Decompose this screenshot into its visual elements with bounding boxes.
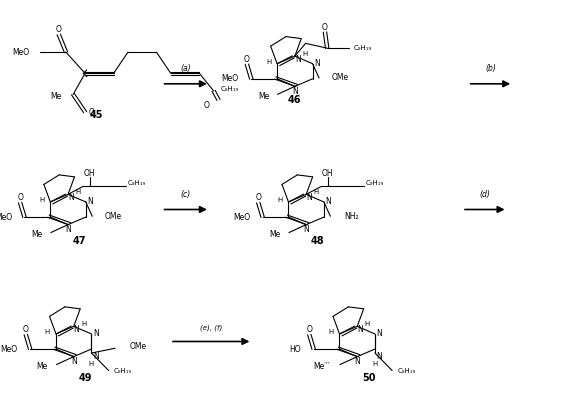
Text: 50: 50 (362, 373, 375, 383)
Text: O: O (23, 325, 29, 334)
Text: H: H (89, 360, 94, 367)
Text: Me′′′: Me′′′ (313, 362, 330, 371)
Text: N: N (376, 329, 382, 339)
Text: H: H (45, 329, 50, 335)
Text: MeO: MeO (222, 74, 239, 83)
Text: O: O (17, 193, 23, 202)
Text: N: N (71, 357, 77, 366)
Text: OMe: OMe (332, 73, 349, 83)
Text: C₉H₁₉: C₉H₁₉ (354, 45, 372, 51)
Text: Me: Me (258, 92, 269, 101)
Text: Me: Me (50, 92, 62, 101)
Text: N: N (87, 197, 93, 207)
Text: N: N (68, 193, 74, 202)
Text: 47: 47 (73, 236, 86, 246)
Text: O: O (56, 25, 62, 34)
Text: C₉H₁₉: C₉H₁₉ (397, 367, 416, 374)
Text: (a): (a) (180, 65, 191, 73)
Text: N: N (306, 193, 312, 202)
Text: H: H (328, 329, 333, 335)
Text: OMe: OMe (105, 212, 122, 221)
Text: MeO: MeO (233, 212, 250, 222)
Text: MeO: MeO (12, 48, 29, 57)
Text: H: H (373, 360, 378, 367)
Text: H: H (81, 321, 87, 327)
Text: C₉H₁₉: C₉H₁₉ (114, 367, 132, 374)
Text: HO: HO (290, 344, 301, 354)
Text: N: N (93, 352, 99, 361)
Text: C₉H₁₉: C₉H₁₉ (366, 180, 384, 186)
Text: N: N (295, 55, 301, 64)
Text: MeO: MeO (1, 344, 18, 354)
Text: MeO: MeO (0, 212, 12, 222)
Text: N: N (357, 325, 363, 334)
Text: Me: Me (37, 362, 48, 371)
Text: H: H (302, 51, 308, 57)
Text: N: N (354, 357, 360, 366)
Text: 45: 45 (90, 110, 103, 120)
Text: O: O (322, 23, 328, 32)
Text: N: N (303, 225, 309, 234)
Text: N: N (74, 325, 79, 334)
Text: H: H (75, 189, 81, 195)
Text: O: O (255, 193, 261, 202)
Text: N: N (65, 225, 71, 234)
Text: OH: OH (322, 169, 333, 178)
Text: H: H (277, 197, 282, 203)
Text: (d): (d) (479, 190, 490, 199)
Text: OH: OH (84, 169, 95, 178)
Text: (e), (f): (e), (f) (200, 324, 222, 331)
Text: 46: 46 (288, 95, 302, 105)
Text: Me: Me (31, 230, 43, 239)
Text: (b): (b) (485, 65, 496, 73)
Text: Me: Me (269, 230, 281, 239)
Text: (c): (c) (180, 190, 191, 199)
Text: OMe: OMe (129, 342, 146, 352)
Text: NH₂: NH₂ (345, 212, 359, 221)
Text: C₉H₁₉: C₉H₁₉ (221, 86, 239, 92)
Text: C₉H₁₉: C₉H₁₉ (128, 180, 146, 186)
Text: N: N (93, 329, 99, 339)
Text: 49: 49 (78, 373, 92, 383)
Text: N: N (292, 87, 298, 96)
Text: H: H (365, 321, 370, 327)
Text: H: H (314, 189, 319, 195)
Text: H: H (266, 59, 271, 65)
Text: N: N (325, 197, 331, 207)
Text: O: O (204, 101, 210, 109)
Text: H: H (39, 197, 44, 203)
Text: 48: 48 (311, 236, 324, 246)
Text: N: N (376, 352, 382, 361)
Text: N: N (314, 59, 320, 68)
Text: O: O (244, 54, 250, 64)
Text: O: O (306, 325, 312, 334)
Text: O: O (89, 108, 95, 116)
